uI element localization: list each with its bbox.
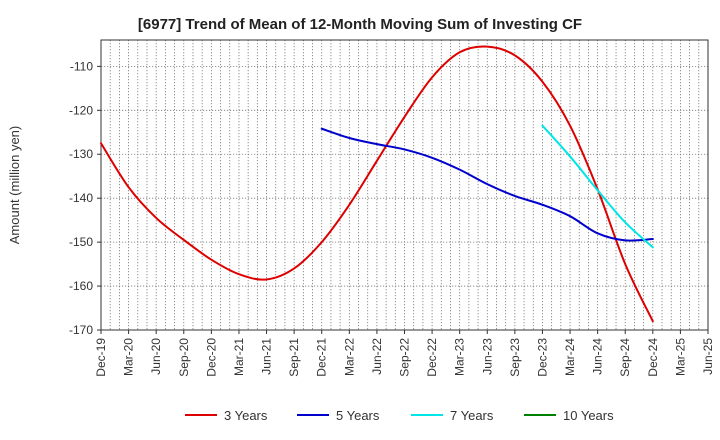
x-tick-label: Mar-22	[342, 338, 356, 376]
x-tick-label: Dec-24	[646, 338, 660, 377]
y-tick-label: -150	[69, 235, 93, 249]
x-tick-label: Mar-25	[673, 338, 687, 376]
x-tick-label: Sep-23	[508, 338, 522, 377]
x-tick-label: Dec-22	[425, 338, 439, 377]
x-tick-label: Jun-20	[149, 338, 163, 375]
legend-label-10-years: 10 Years	[563, 408, 614, 423]
legend-label-7-years: 7 Years	[450, 408, 494, 423]
x-tick-label: Dec-23	[535, 338, 549, 377]
y-tick-label: -130	[69, 147, 93, 161]
y-tick-label: -160	[69, 279, 93, 293]
x-tick-label: Dec-20	[204, 338, 218, 377]
legend-label-3-years: 3 Years	[224, 408, 268, 423]
x-tick-label: Mar-20	[122, 338, 136, 376]
chart-title: [6977] Trend of Mean of 12-Month Moving …	[137, 16, 583, 33]
x-tick-label: Dec-21	[315, 338, 329, 377]
x-tick-label: Mar-23	[453, 338, 467, 376]
series-line-7-years	[541, 124, 654, 249]
series-line-3-years	[100, 45, 654, 323]
x-tick-label: Sep-20	[177, 338, 191, 377]
x-tick-label: Dec-19	[94, 338, 108, 377]
x-tick-label: Jun-23	[480, 338, 494, 375]
x-tick-label: Jun-25	[701, 338, 715, 375]
x-tick-label: Mar-21	[232, 338, 246, 376]
y-tick-label: -140	[69, 191, 93, 205]
grid-layer	[101, 40, 708, 330]
x-tick-label: Jun-24	[591, 338, 605, 375]
y-axis-label: Amount (million yen)	[7, 126, 22, 245]
y-tick-label: -170	[69, 323, 93, 337]
legend-label-5-years: 5 Years	[336, 408, 380, 423]
series-layer	[100, 45, 654, 323]
x-tick-label: Jun-22	[370, 338, 384, 375]
series-line-5-years	[320, 127, 654, 242]
legend: 3 Years 5 Years 7 Years 10 Years	[185, 408, 614, 423]
x-tick-label: Sep-21	[287, 338, 301, 377]
y-tick-label: -110	[70, 59, 93, 73]
x-tick-label: Mar-24	[563, 338, 577, 376]
x-tick-label: Sep-24	[618, 338, 632, 377]
x-tick-label: Sep-22	[398, 338, 412, 377]
y-tick-label: -120	[69, 103, 93, 117]
x-tick-label: Jun-21	[260, 338, 274, 375]
